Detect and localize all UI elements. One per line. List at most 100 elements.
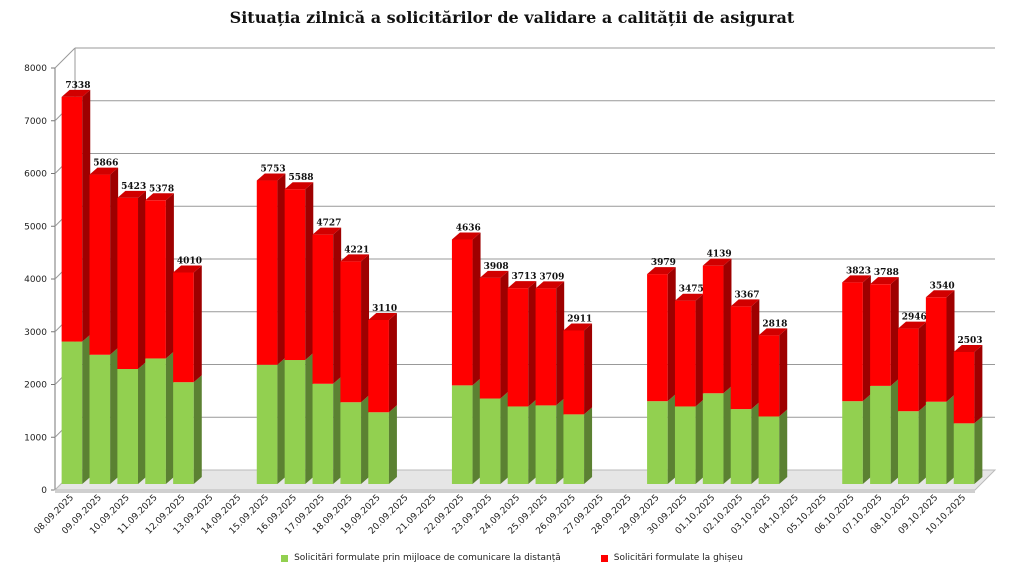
bar-side-distance <box>472 378 481 484</box>
bar-distance <box>312 383 334 484</box>
bar-side-counter <box>110 167 119 355</box>
bar-side-distance <box>584 407 593 484</box>
data-label: 4139 <box>707 250 732 260</box>
bar-side-distance <box>862 394 871 484</box>
bar-counter <box>730 306 752 410</box>
bar-distance <box>563 414 585 484</box>
data-label: 5423 <box>121 182 146 192</box>
legend-item-counter: Solicitări formulate la ghișeu <box>600 553 743 563</box>
data-label: 3713 <box>511 272 536 282</box>
bar-counter <box>842 282 863 402</box>
data-label: 3475 <box>679 285 704 295</box>
bar-distance <box>451 385 473 484</box>
data-label: 5753 <box>261 165 286 175</box>
data-label: 2911 <box>567 314 592 324</box>
bar-side-distance <box>361 395 370 484</box>
data-label: 5866 <box>93 159 118 169</box>
bar-top-counter <box>563 323 593 331</box>
y-tick-label: 8000 <box>24 64 47 74</box>
bar-counter <box>340 261 362 403</box>
bar-side-distance <box>110 347 119 484</box>
bar-side-counter <box>500 270 509 399</box>
data-label: 3788 <box>874 268 899 278</box>
bar-top-counter <box>145 193 174 201</box>
bar-side-counter <box>82 89 91 342</box>
legend-swatch-counter <box>600 554 608 562</box>
bar-side-counter <box>779 328 788 417</box>
bar-distance <box>145 358 166 484</box>
data-label: 4727 <box>316 219 341 229</box>
bar-distance <box>479 398 501 484</box>
y-tick-label: 1000 <box>24 433 47 443</box>
bar-counter <box>284 189 306 361</box>
bar-counter <box>535 288 557 406</box>
bar-counter <box>507 288 529 407</box>
bar-side-distance <box>333 376 342 484</box>
bar-distance <box>647 401 668 484</box>
bar-side-distance <box>82 334 91 484</box>
bar-top-counter <box>842 275 871 283</box>
bar-top-counter <box>674 293 704 301</box>
bar-side-counter <box>751 299 760 410</box>
data-label: 4010 <box>177 256 202 266</box>
data-label: 3367 <box>734 290 759 300</box>
bar-side-counter <box>946 290 955 402</box>
bar-distance <box>870 385 891 484</box>
bar-counter <box>89 174 111 355</box>
bar-counter <box>368 319 389 413</box>
bar-distance <box>842 401 863 484</box>
bar-top-counter <box>758 328 788 336</box>
bar-side-counter <box>193 265 202 383</box>
bar-side-counter <box>361 254 370 403</box>
bar-side-distance <box>667 394 676 484</box>
bar-distance <box>758 416 780 484</box>
bar-top-counter <box>340 254 370 262</box>
bar-side-distance <box>500 391 509 484</box>
data-label: 3823 <box>846 266 871 276</box>
bar-top-counter <box>451 232 481 240</box>
bar-side-counter <box>277 173 286 365</box>
bar-counter <box>953 351 975 424</box>
bar-distance <box>173 382 194 484</box>
chart-title: Situația zilnică a solicitărilor de vali… <box>229 8 795 27</box>
bar-side-distance <box>974 416 983 484</box>
data-label: 2818 <box>762 319 787 329</box>
bar-side-distance <box>779 409 788 484</box>
bar-side-counter <box>528 281 537 407</box>
bar-top-counter <box>284 182 314 190</box>
bar-distance <box>953 423 975 484</box>
y-tick-label: 5000 <box>24 222 47 232</box>
data-label: 3540 <box>930 281 955 291</box>
legend-item-distance: Solicitări formulate prin mijloace de co… <box>281 553 561 563</box>
bar-distance <box>117 369 139 484</box>
bar-side-counter <box>472 232 481 386</box>
bar-distance <box>61 341 83 484</box>
bar-distance <box>925 401 947 484</box>
bar-top-counter <box>870 277 899 285</box>
legend-label-distance: Solicitări formulate prin mijloace de co… <box>294 553 561 563</box>
bar-distance <box>730 409 752 484</box>
bar-counter <box>563 330 585 415</box>
legend-swatch-distance <box>281 554 289 562</box>
bar-side-counter <box>165 193 174 359</box>
bar-distance <box>507 406 529 484</box>
bar-counter <box>702 265 724 394</box>
data-label: 3110 <box>372 304 397 314</box>
bar-side-distance <box>388 405 397 484</box>
bar-side-distance <box>138 362 147 484</box>
bar-counter <box>173 272 194 383</box>
bar-top-counter <box>61 89 91 97</box>
bar-side-counter <box>667 267 676 402</box>
bar-side-distance <box>751 402 760 484</box>
bar-counter <box>758 335 780 417</box>
bar-side-counter <box>388 312 397 413</box>
bar-counter <box>870 284 891 386</box>
bar-counter <box>479 277 501 399</box>
bar-top-counter <box>702 258 732 266</box>
data-label: 3979 <box>651 258 676 268</box>
legend: Solicitări formulate prin mijloace de co… <box>0 553 1024 563</box>
bar-distance <box>256 364 278 484</box>
bar-side-counter <box>918 321 927 412</box>
